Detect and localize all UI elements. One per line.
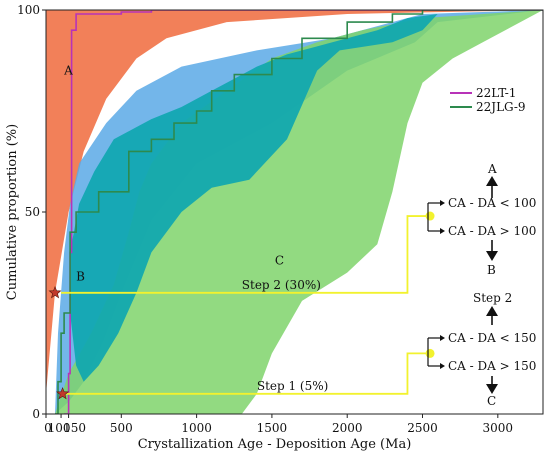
field-label-a: A xyxy=(63,64,73,78)
decision-upper-bottom-label: B xyxy=(487,263,496,277)
legend-label-22LT-1: 22LT-1 xyxy=(476,86,516,100)
decision-lower-line2: CA - DA > 150 xyxy=(448,359,536,373)
x-tick-label: 3000 xyxy=(483,421,514,435)
arrow-down-head-icon xyxy=(486,251,498,261)
step-line-1 xyxy=(61,352,431,395)
x-tick-label: 0 xyxy=(44,421,52,435)
step-label-2: Step 2 (30%) xyxy=(242,278,321,292)
y-tick-label: 100 xyxy=(17,3,40,17)
star-marker-icon xyxy=(48,285,62,299)
step-node-2 xyxy=(425,211,435,221)
field-overlap-area xyxy=(70,14,438,382)
star-marker-icon xyxy=(56,386,70,400)
x-tick-label: 2000 xyxy=(332,421,363,435)
x-tick-label: 1000 xyxy=(181,421,212,435)
arrow-down-head-icon xyxy=(486,384,498,394)
decision-lower-line1: CA - DA < 150 xyxy=(448,331,536,345)
arrow-up-head-icon xyxy=(486,176,498,186)
arrow-up-head-icon xyxy=(486,306,498,316)
step-node-1 xyxy=(425,348,435,358)
x-axis-title: Crystallization Age - Deposition Age (Ma… xyxy=(138,437,412,452)
series-line-22LT-1 xyxy=(64,10,543,414)
series-line-22JLG-9 xyxy=(55,10,543,414)
field-label-b: B xyxy=(76,270,85,284)
provenance-fields xyxy=(46,10,543,414)
x-tick-label: 1500 xyxy=(257,421,288,435)
step-lines: Step 1 (5%) Step 2 (30%) xyxy=(48,211,435,400)
arrow-right-icon xyxy=(440,228,445,234)
x-tick-label: 150 xyxy=(63,421,86,435)
x-tick-label: 500 xyxy=(110,421,133,435)
decision-upper: A CA - DA < 100 CA - DA > 100 B xyxy=(427,162,536,277)
arrow-right-icon xyxy=(440,363,445,369)
y-tick-label: 0 xyxy=(32,407,40,421)
y-tick-label: 50 xyxy=(25,205,40,219)
x-tick-label: 2500 xyxy=(407,421,438,435)
arrow-right-icon xyxy=(440,335,445,341)
decision-lower-bottom-label: C xyxy=(487,394,496,408)
legend: 22LT-1 22JLG-9 xyxy=(450,86,526,114)
field-c-area xyxy=(55,10,543,414)
step-line-2 xyxy=(61,215,431,294)
x-tick-label: 100 xyxy=(48,421,71,435)
y-axis-title: Cumulative proportion (%) xyxy=(5,124,20,300)
legend-label-22JLG-9: 22JLG-9 xyxy=(476,100,526,114)
step-label-1: Step 1 (5%) xyxy=(257,379,329,393)
decision-upper-line2: CA - DA > 100 xyxy=(448,224,536,238)
arrow-right-icon xyxy=(440,200,445,206)
field-a-area xyxy=(46,10,543,394)
decision-upper-line1: CA - DA < 100 xyxy=(448,196,536,210)
field-label-c: C xyxy=(275,254,284,268)
decision-lower: CA - DA < 150 CA - DA > 150 C xyxy=(427,331,536,408)
cumulative-curves xyxy=(55,10,543,414)
decision-step2-label: Step 2 xyxy=(473,291,512,305)
decision-middle: Step 2 xyxy=(473,291,512,325)
decision-upper-top-label: A xyxy=(487,162,497,176)
field-labels: A B C xyxy=(63,64,284,284)
